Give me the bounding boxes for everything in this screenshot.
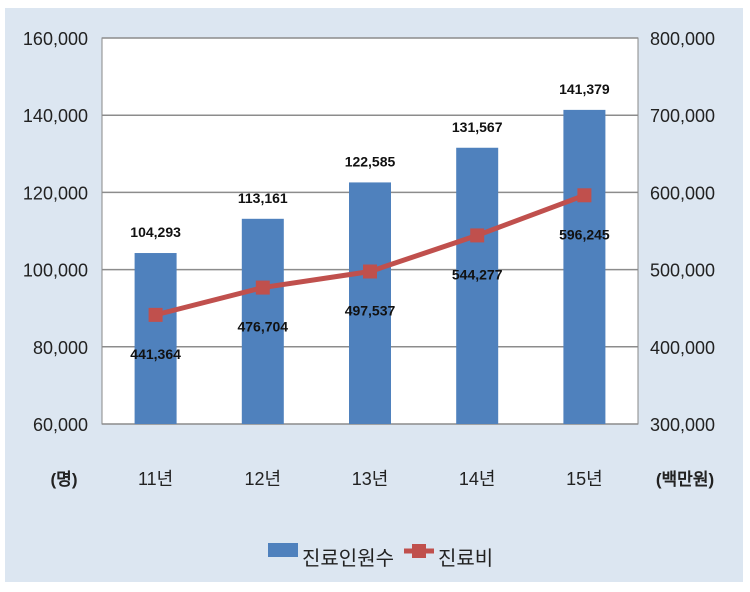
- y-right-tick-label: 700,000: [650, 106, 715, 126]
- line-marker: [577, 188, 592, 203]
- legend-bar-label: 진료인원수: [302, 547, 394, 570]
- bar: [563, 109, 606, 424]
- bar-data-label: 104,293: [130, 224, 181, 240]
- line-marker: [148, 307, 163, 322]
- x-tick-label: 14년: [459, 469, 496, 489]
- line-data-label: 497,537: [345, 303, 396, 319]
- line-data-label: 544,277: [452, 266, 503, 282]
- y-left-tick-label: 80,000: [33, 338, 88, 358]
- line-data-label: 476,704: [237, 319, 288, 335]
- legend-line-marker: [412, 544, 426, 558]
- y-right-tick-label: 800,000: [650, 29, 715, 49]
- y-right-tick-label: 500,000: [650, 261, 715, 281]
- bar-data-label: 113,161: [238, 190, 288, 206]
- y-right-tick-label: 400,000: [650, 338, 715, 358]
- y-left-unit: (명): [51, 470, 78, 489]
- line-data-label: 596,245: [559, 226, 610, 242]
- bar-data-label: 122,585: [345, 153, 396, 169]
- y-right-tick-label: 600,000: [650, 183, 715, 203]
- y-left-tick-label: 140,000: [23, 106, 88, 126]
- x-tick-label: 13년: [352, 469, 389, 489]
- bar: [134, 253, 177, 424]
- line-marker: [470, 228, 485, 243]
- y-right-tick-label: 300,000: [650, 415, 715, 435]
- line-marker: [363, 264, 377, 279]
- x-tick-label: 15년: [566, 469, 603, 489]
- bar: [349, 182, 391, 424]
- line-data-label: 441,364: [130, 346, 181, 362]
- y-left-tick-label: 60,000: [33, 415, 88, 435]
- bar-data-label: 141,379: [559, 81, 610, 97]
- y-left-tick-label: 120,000: [23, 183, 88, 203]
- y-left-tick-label: 100,000: [23, 261, 88, 281]
- bar-data-label: 131,567: [452, 119, 503, 135]
- legend-line-label: 진료비: [438, 547, 493, 570]
- y-right-unit: (백만원): [656, 470, 714, 489]
- bar: [456, 147, 499, 424]
- line-marker: [255, 280, 270, 295]
- y-left-tick-label: 160,000: [23, 29, 88, 49]
- bar: [241, 218, 284, 424]
- x-tick-label: 11년: [138, 469, 173, 489]
- x-tick-label: 12년: [245, 469, 282, 489]
- legend-bar-swatch: [268, 543, 298, 557]
